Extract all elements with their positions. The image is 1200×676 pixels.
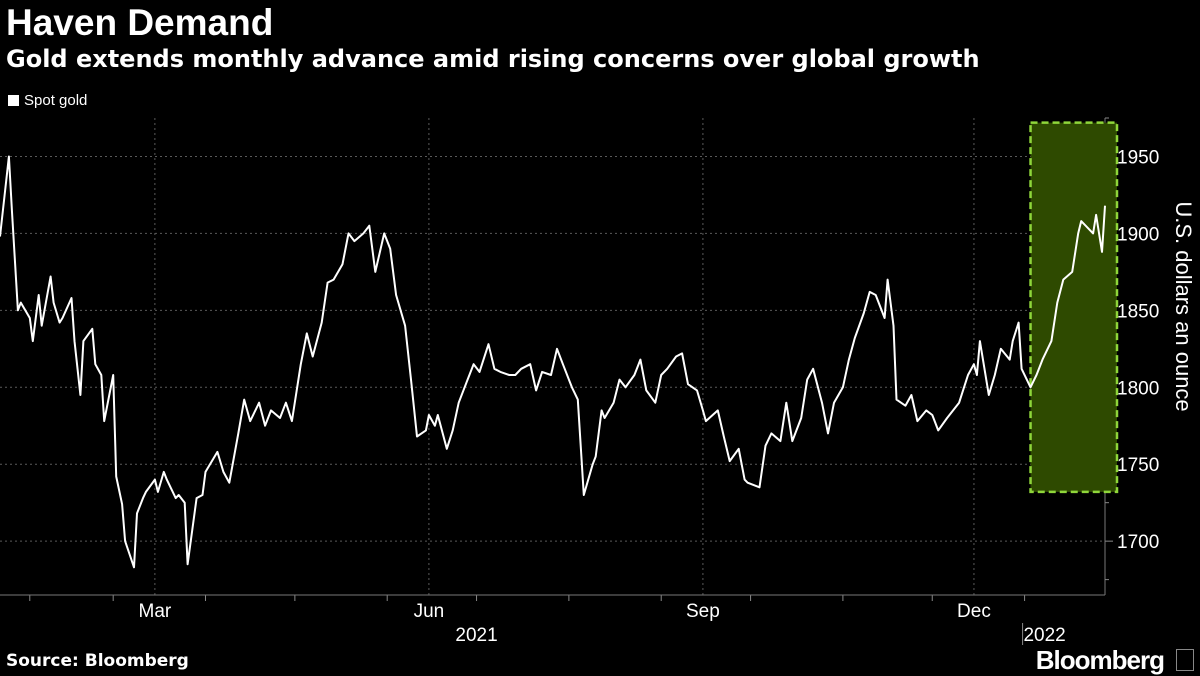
y-tick-label-1850: 1850: [1117, 301, 1159, 322]
y-tick-label-1750: 1750: [1117, 455, 1159, 476]
y-tick-label-1700: 1700: [1117, 532, 1159, 553]
x-tick-label-jun: Jun: [414, 601, 445, 622]
brand-icon: [1176, 649, 1194, 671]
year-label-2021: 2021: [455, 625, 497, 646]
y-tick-label-1900: 1900: [1117, 224, 1159, 245]
chart-subtitle: Gold extends monthly advance amid rising…: [6, 45, 980, 73]
legend: Spot gold: [8, 92, 87, 109]
highlight-box: [1029, 121, 1119, 494]
y-axis-title: U.S. dollars an ounce: [1171, 201, 1196, 411]
series-line-spot-gold: [0, 155, 1106, 569]
y-tick-label-1800: 1800: [1117, 378, 1159, 399]
chart-title: Haven Demand: [6, 2, 274, 43]
legend-swatch: [8, 95, 19, 106]
x-tick-label-mar: Mar: [139, 601, 172, 622]
legend-label: Spot gold: [24, 92, 88, 109]
year-label-2022: 2022: [1023, 625, 1065, 646]
brand-logo: Bloomberg: [1035, 645, 1165, 675]
x-tick-label-dec: Dec: [957, 601, 991, 622]
y-tick-label-1950: 1950: [1117, 147, 1159, 168]
x-tick-label-sep: Sep: [686, 601, 720, 622]
source-note: Source: Bloomberg: [6, 651, 189, 671]
